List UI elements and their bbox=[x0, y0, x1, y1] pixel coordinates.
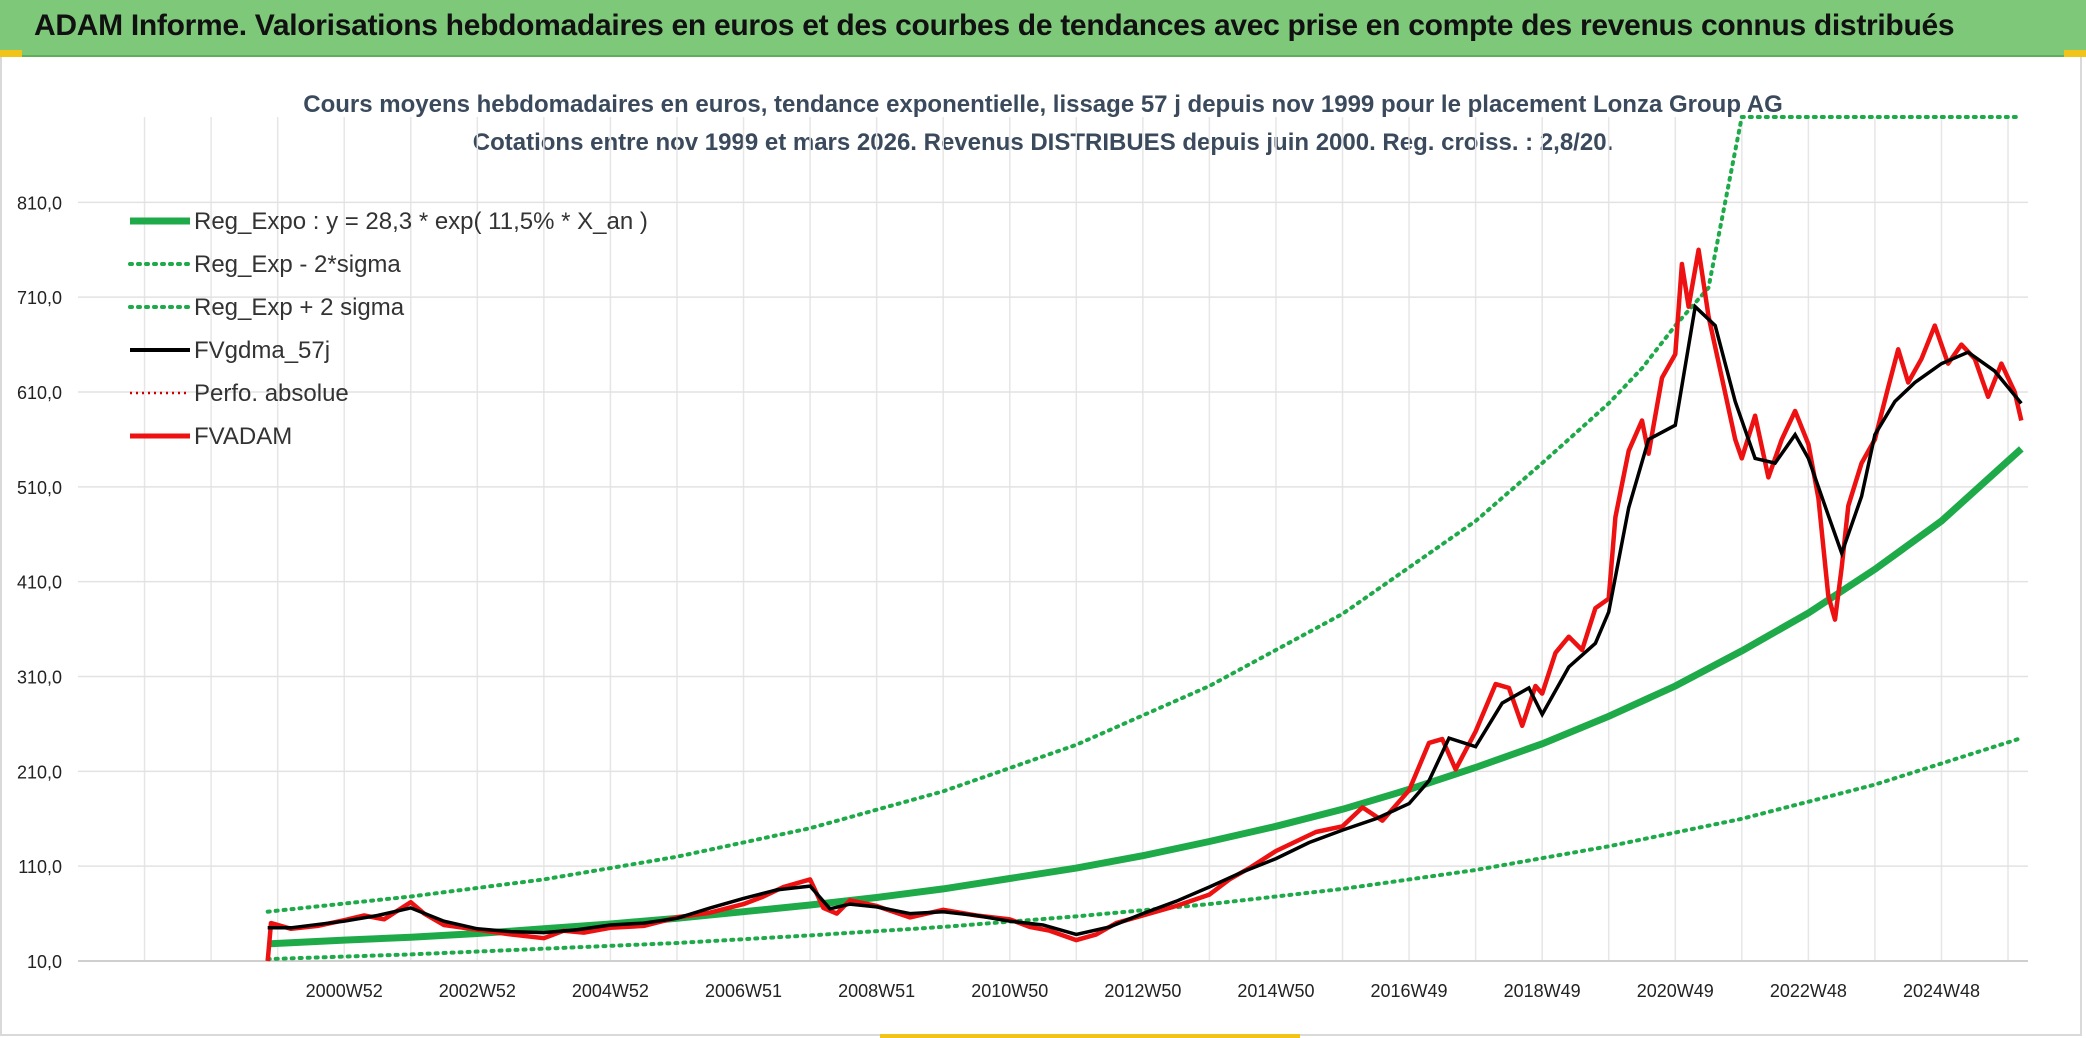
chart-title-line2: Cotations entre nov 1999 et mars 2026. R… bbox=[473, 129, 1613, 156]
header-accent-right bbox=[2064, 50, 2086, 57]
series-reg-exp-2-sigma bbox=[265, 736, 2024, 962]
legend-label: FVADAM bbox=[194, 423, 292, 450]
axis-ticks: 10,0 110,0 210,0 310,0 410,0 510,0 610,0 710,0 8… bbox=[17, 193, 1980, 1001]
page-title: ADAM Informe. Valorisations hebdomadaire… bbox=[34, 9, 1955, 42]
chart-title-line1: Cours moyens hebdomadaires en euros, ten… bbox=[303, 91, 1783, 118]
y-tick-label: 10,0 bbox=[27, 952, 62, 972]
x-tick-label: 2018W49 bbox=[1504, 981, 1581, 1001]
x-tick-label: 2016W49 bbox=[1371, 981, 1448, 1001]
y-tick-label: 710,0 bbox=[17, 288, 62, 308]
series-fvgdma-57j bbox=[267, 303, 2023, 937]
y-tick-label: 510,0 bbox=[17, 478, 62, 498]
series-group bbox=[265, 115, 2024, 962]
x-tick-label: 2024W48 bbox=[1903, 981, 1980, 1001]
header-bar: ADAM Informe. Valorisations hebdomadaire… bbox=[0, 0, 2086, 57]
legend-label: Perfo. absolue bbox=[194, 380, 349, 407]
y-tick-label: 310,0 bbox=[17, 668, 62, 688]
x-tick-label: 2002W52 bbox=[439, 981, 516, 1001]
header-accent-left bbox=[0, 50, 22, 57]
x-tick-label: 2000W52 bbox=[306, 981, 383, 1001]
x-tick-label: 2008W51 bbox=[838, 981, 915, 1001]
x-tick-label: 2022W48 bbox=[1770, 981, 1847, 1001]
x-tick-label: 2014W50 bbox=[1237, 981, 1314, 1001]
x-tick-label: 2012W50 bbox=[1104, 981, 1181, 1001]
y-tick-label: 410,0 bbox=[17, 573, 62, 593]
x-tick-label: 2004W52 bbox=[572, 981, 649, 1001]
y-tick-label: 210,0 bbox=[17, 762, 62, 782]
series-reg-expo bbox=[267, 446, 2024, 948]
legend-label: FVgdma_57j bbox=[194, 337, 330, 364]
y-tick-label: 110,0 bbox=[18, 857, 62, 877]
bottom-accent bbox=[880, 1034, 1300, 1038]
series-reg-exp-2-sigma bbox=[265, 115, 2024, 914]
legend-label: Reg_Expo : y = 28,3 * exp( 11,5% * X_an … bbox=[194, 208, 648, 235]
y-tick-label: 610,0 bbox=[17, 383, 62, 403]
y-tick-label: 810,0 bbox=[17, 193, 62, 213]
legend: Reg_Expo : y = 28,3 * exp( 11,5% * X_an … bbox=[128, 208, 648, 450]
x-tick-label: 2010W50 bbox=[971, 981, 1048, 1001]
x-tick-label: 2020W49 bbox=[1637, 981, 1714, 1001]
legend-label: Reg_Exp + 2 sigma bbox=[194, 294, 405, 321]
grid bbox=[78, 117, 2028, 962]
x-tick-label: 2006W51 bbox=[705, 981, 782, 1001]
legend-label: Reg_Exp - 2*sigma bbox=[194, 251, 401, 278]
